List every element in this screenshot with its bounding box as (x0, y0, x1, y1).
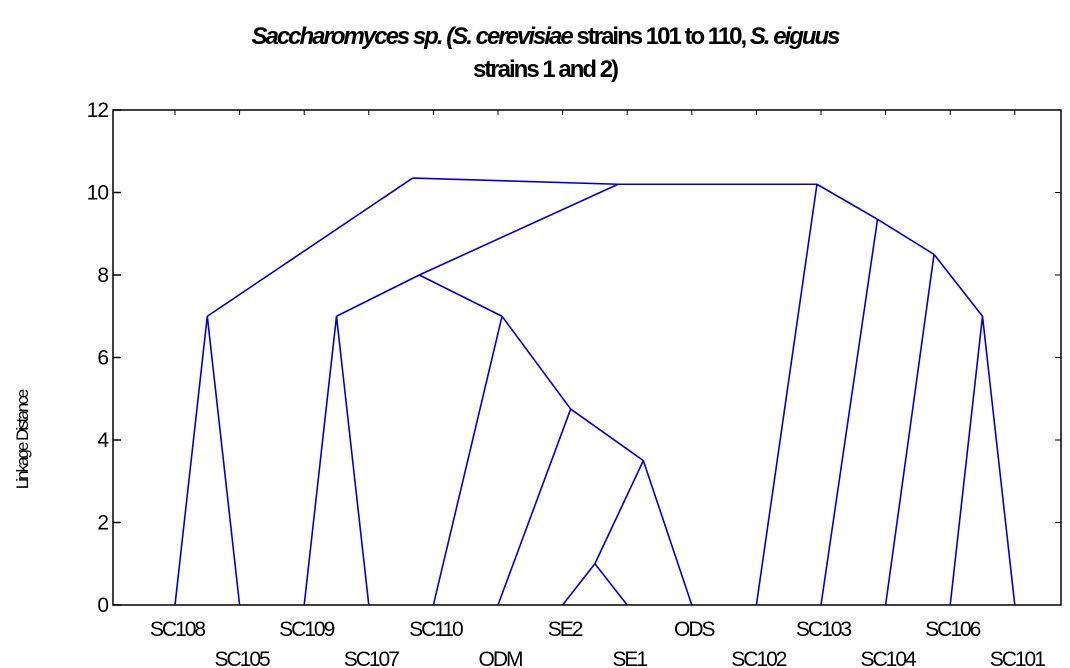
dendrogram-branch-n9 (933, 253, 984, 317)
y-tick-label: 2 (97, 512, 108, 535)
plot-frame (112, 109, 1062, 606)
y-tick-label: 0 (97, 594, 108, 617)
dendrogram-branch-n10 (820, 219, 879, 606)
chart-title-part-0: Saccharomyces sp. ( (251, 23, 457, 50)
dendrogram-branch-n10 (877, 218, 935, 256)
leaf-label-sc110: SC110 (409, 618, 463, 641)
dendrogram-branch-n11 (816, 183, 878, 221)
dendrogram-branch-n2 (303, 316, 338, 606)
dendrogram-branch-n7 (336, 274, 420, 317)
dendrogram-branch-n2 (335, 316, 370, 606)
y-tick-label: 10 (87, 182, 109, 205)
dendrogram-branch-n9 (884, 254, 935, 606)
leaf-label-sc105: SC105 (214, 648, 270, 668)
chart-title-part-2: strains 101 to 110, (572, 23, 750, 50)
dendrogram-branch-n13 (412, 177, 619, 186)
dendrogram-branch-n5 (497, 408, 572, 606)
y-tick-label: 4 (97, 429, 109, 452)
leaf-label-se1: SE1 (612, 648, 647, 668)
dendrogram-branch-n5 (570, 408, 644, 462)
x-axis-ticks (174, 110, 1016, 115)
leaf-label-sc101: SC101 (990, 648, 1046, 668)
chart-title-line2: strains 1 and 2) (473, 56, 618, 83)
leaf-label-sc104: SC104 (860, 648, 917, 668)
y-axis-label: Linkage Distance (13, 389, 32, 489)
dendrogram-branch-n3 (561, 563, 596, 606)
dendrogram-branch-n6 (501, 315, 572, 410)
leaf-label-sc103: SC103 (796, 618, 852, 641)
dendrogram-tree (174, 177, 1016, 606)
dendrogram-branch-n8 (981, 316, 1016, 606)
leaf-label-ods: ODS (674, 618, 716, 641)
dendrogram-branch-n13 (206, 177, 414, 317)
y-tick-label: 12 (87, 99, 109, 122)
chart-title-part-1: S. cerevisiae (452, 23, 573, 50)
chart-title-line1: Saccharomyces sp. (S. cerevisiae strains… (251, 23, 840, 50)
leaf-label-se2: SE2 (548, 618, 583, 641)
y-axis-ticks: 0 2 4 6 8 10 12 (87, 99, 1061, 617)
dendrogram-branch-n7 (418, 274, 503, 317)
leaf-label-sc109: SC109 (279, 618, 335, 641)
leaf-label-sc106: SC106 (925, 618, 981, 641)
leaf-label-sc102: SC102 (731, 648, 787, 668)
dendrogram-branch-n12 (418, 183, 619, 276)
dendrogram-branch-n6 (432, 316, 503, 606)
dendrogram-branch-n1 (174, 316, 209, 606)
leaf-labels: SC108 SC105 SC109 SC107 SC110 ODM SE2 SE1 ODS SC1… (150, 618, 1047, 668)
dendrogram-branch-n1 (206, 316, 241, 606)
y-tick-label: 8 (97, 264, 108, 287)
dendrogram-branch-n11 (755, 184, 818, 606)
leaf-label-odm: ODM (479, 648, 523, 668)
leaf-label-sc107: SC107 (344, 648, 400, 668)
chart-title-part-3: S. eiguus (750, 23, 840, 50)
leaf-label-sc108: SC108 (150, 618, 206, 641)
y-tick-label: 6 (97, 347, 108, 370)
dendrogram-branch-n3 (594, 563, 628, 606)
dendrogram-branch-n8 (949, 316, 984, 606)
dendrogram-branch-n4 (594, 460, 645, 565)
dendrogram-branch-n4 (642, 460, 693, 606)
